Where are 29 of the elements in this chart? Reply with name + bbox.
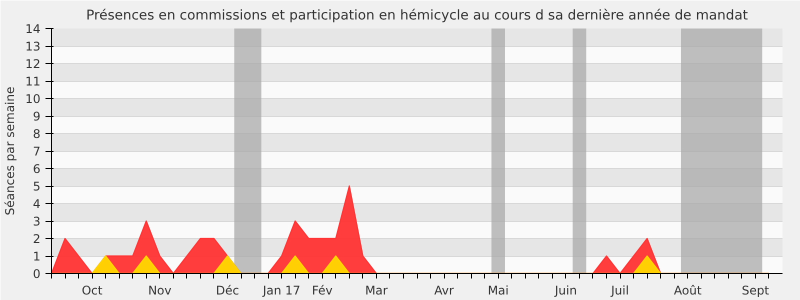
y-axis-title: Séances par semaine (3, 86, 18, 216)
x-tick-label: Avr (434, 284, 454, 298)
x-tick-label: Mar (365, 284, 388, 298)
x-tick-label: Juil (610, 284, 629, 298)
y-tick-label: 4 (32, 197, 41, 211)
x-tick-label: Déc (216, 284, 240, 298)
x-tick-label: Nov (148, 284, 172, 298)
y-tick-label: 5 (32, 180, 41, 194)
y-tick-label: 12 (25, 57, 41, 71)
y-tick-label: 0 (32, 267, 41, 281)
x-tick-label: Juin (554, 284, 577, 298)
x-tick-label: Jan 17 (262, 284, 300, 298)
y-tick-label: 8 (32, 127, 41, 141)
x-tick-label: Sept (742, 284, 770, 298)
y-tick-label: 14 (25, 22, 41, 36)
chart-title: Présences en commissions et participation en hémicycle au cours d sa dernière année de mandat (86, 8, 748, 24)
x-tick-label: Mai (488, 284, 509, 298)
y-tick-label: 3 (32, 214, 41, 228)
y-tick-label: 9 (32, 110, 41, 124)
y-tick-label: 10 (25, 92, 41, 106)
y-tick-label: 1 (32, 250, 41, 264)
y-tick-label: 7 (32, 144, 41, 158)
x-tick-label: Oct (82, 284, 103, 298)
y-tick-label: 13 (25, 40, 41, 54)
y-tick-label: 11 (25, 74, 41, 88)
x-tick-label: Août (674, 284, 702, 298)
y-tick-label: 2 (32, 232, 41, 246)
x-tick-label: Fév (312, 284, 333, 298)
y-tick-label: 6 (32, 162, 41, 176)
